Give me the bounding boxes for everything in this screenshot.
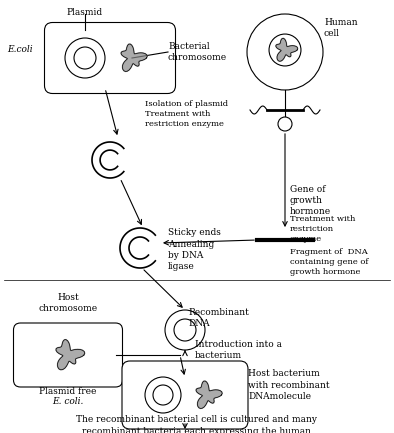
Text: Gene of
growth
hormone: Gene of growth hormone [290, 185, 331, 216]
Circle shape [74, 47, 96, 69]
Polygon shape [276, 38, 298, 61]
Text: Recombinant
DNA: Recombinant DNA [188, 308, 249, 328]
Text: Treatment with
restriction
enzyme: Treatment with restriction enzyme [290, 215, 355, 242]
Text: E.coli: E.coli [7, 45, 33, 55]
Circle shape [165, 310, 205, 350]
Text: Bacterial
chromosome: Bacterial chromosome [168, 42, 227, 62]
Circle shape [153, 385, 173, 405]
Text: Introduction into a
bacterium: Introduction into a bacterium [195, 340, 282, 360]
Circle shape [145, 377, 181, 413]
Polygon shape [56, 339, 85, 370]
Text: Annealing
by DNA
ligase: Annealing by DNA ligase [168, 240, 214, 271]
FancyBboxPatch shape [122, 361, 248, 429]
Text: E. coli.: E. coli. [52, 397, 84, 406]
Text: The recombinant bacterial cell is cultured and many
recombinant bacteria each ex: The recombinant bacterial cell is cultur… [76, 415, 318, 433]
Text: Fragment of  DNA
containing gene of
growth hormone: Fragment of DNA containing gene of growt… [290, 248, 368, 275]
Text: Isolation of plasmid
Treatment with
restriction enzyme: Isolation of plasmid Treatment with rest… [145, 100, 228, 128]
FancyBboxPatch shape [45, 23, 175, 94]
Text: Host
chromosome: Host chromosome [39, 293, 98, 313]
Polygon shape [196, 381, 222, 408]
Text: Host bacterium
with recombinant
DNAmolecule: Host bacterium with recombinant DNAmolec… [248, 369, 330, 401]
Circle shape [278, 117, 292, 131]
FancyBboxPatch shape [13, 323, 123, 387]
Text: Human
cell: Human cell [324, 18, 358, 38]
Text: Sticky ends: Sticky ends [168, 228, 221, 237]
Text: Plasmid free: Plasmid free [39, 387, 97, 396]
Circle shape [174, 319, 196, 341]
Polygon shape [121, 44, 147, 71]
Text: Plasmid: Plasmid [67, 8, 103, 17]
Circle shape [269, 34, 301, 66]
Circle shape [65, 38, 105, 78]
Circle shape [247, 14, 323, 90]
